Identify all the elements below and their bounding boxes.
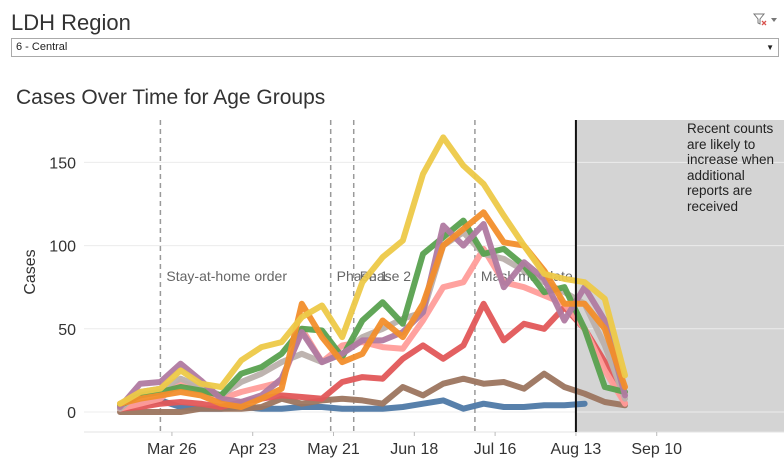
x-tick-label: Sep 10	[631, 441, 682, 458]
x-tick-label: Aug 13	[551, 441, 602, 458]
y-tick-label: 100	[49, 239, 76, 256]
x-tick-label: Mar 26	[147, 441, 197, 458]
series-line-age-group-g	[117, 300, 628, 412]
x-tick-label: Jul 16	[474, 441, 517, 458]
chart-title: Cases Over Time for Age Groups	[16, 86, 326, 109]
y-axis-label: Cases	[22, 249, 39, 294]
filter-clear-icon[interactable]	[752, 12, 778, 28]
series-line-age-group-d	[117, 217, 628, 409]
filter-title: LDH Region	[11, 10, 131, 35]
y-tick-label: 0	[67, 405, 76, 422]
x-tick-label: Apr 23	[229, 441, 276, 458]
y-tick-label: 150	[49, 155, 76, 172]
x-tick-label: May 21	[307, 441, 360, 458]
x-tick-label: Jun 18	[390, 441, 438, 458]
region-dropdown-value: 6 - Central	[16, 41, 68, 53]
series-line-age-group-a	[117, 134, 628, 407]
recent-counts-note: Recent counts are likely to increase whe…	[687, 121, 775, 214]
y-tick-label: 50	[58, 322, 76, 339]
series-line-age-group-h	[117, 370, 628, 415]
event-label: Stay-at-home order	[166, 268, 287, 284]
region-dropdown[interactable]: 6 - Central ▼	[11, 38, 779, 57]
event-label: Phase 1	[337, 268, 389, 284]
chevron-down-icon: ▼	[766, 43, 774, 52]
